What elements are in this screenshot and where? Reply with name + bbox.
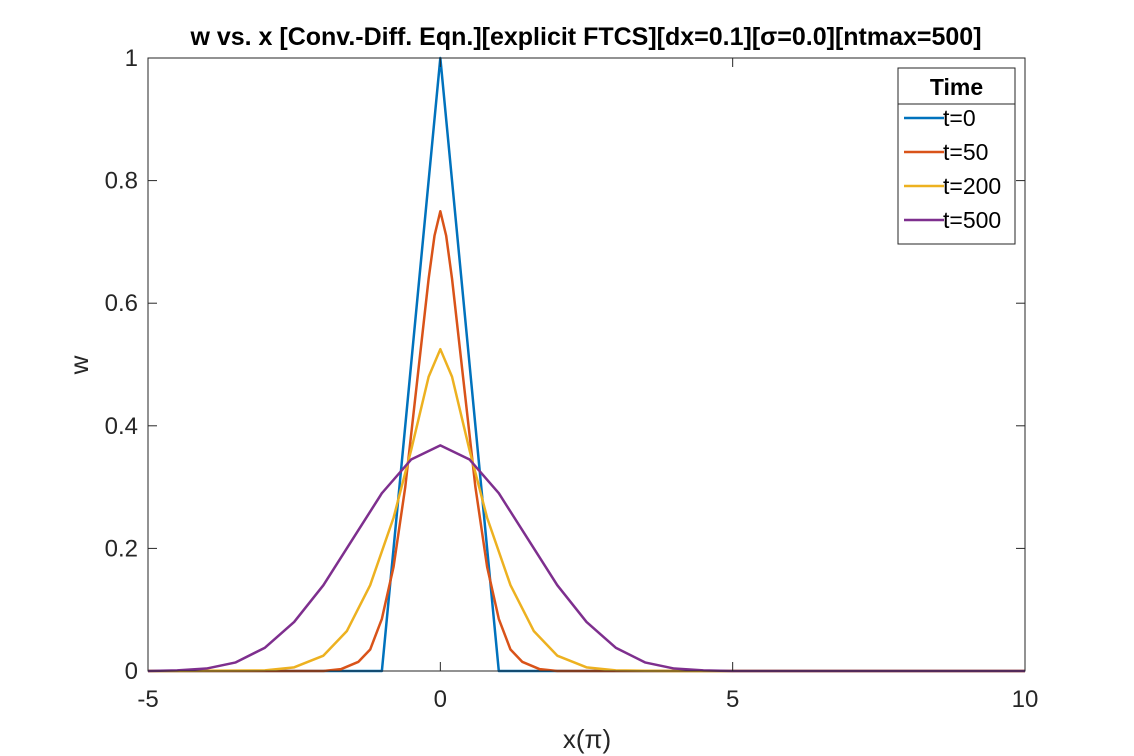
series-line-1 xyxy=(148,210,1025,673)
y-tick-label: 0.4 xyxy=(105,413,138,440)
legend-entry: t=0 xyxy=(943,105,976,131)
series-line-3 xyxy=(147,444,1025,673)
legend-entry: t=200 xyxy=(943,173,1001,199)
x-axis-label: x(π) xyxy=(563,724,611,754)
y-tick-label: 0.8 xyxy=(105,168,138,195)
y-axis-label: w xyxy=(64,355,94,375)
y-tick-label: 0.2 xyxy=(105,535,138,562)
axes-box xyxy=(147,57,1026,672)
legend-title: Time xyxy=(930,74,983,100)
legend-box xyxy=(897,67,1016,245)
plot-area xyxy=(147,56,1025,673)
x-tick-label: 10 xyxy=(1012,686,1039,713)
series-line-0 xyxy=(148,56,1025,673)
legend-entry: t=50 xyxy=(943,139,988,165)
x-tick-label: 0 xyxy=(434,686,447,713)
legend-entry: t=500 xyxy=(943,207,1001,233)
y-tick-label: 1 xyxy=(125,45,138,72)
y-tick-label: 0.6 xyxy=(105,290,138,317)
chart-title: w vs. x [Conv.-Diff. Eqn.][explicit FTCS… xyxy=(189,23,981,51)
legend: Time t=0 t=50 t=200 t=500 xyxy=(897,67,1016,245)
x-tick-label: -5 xyxy=(137,686,158,713)
y-tick-label: 0 xyxy=(125,658,138,685)
series-line-2 xyxy=(147,347,1025,673)
x-tick-label: 5 xyxy=(726,686,739,713)
